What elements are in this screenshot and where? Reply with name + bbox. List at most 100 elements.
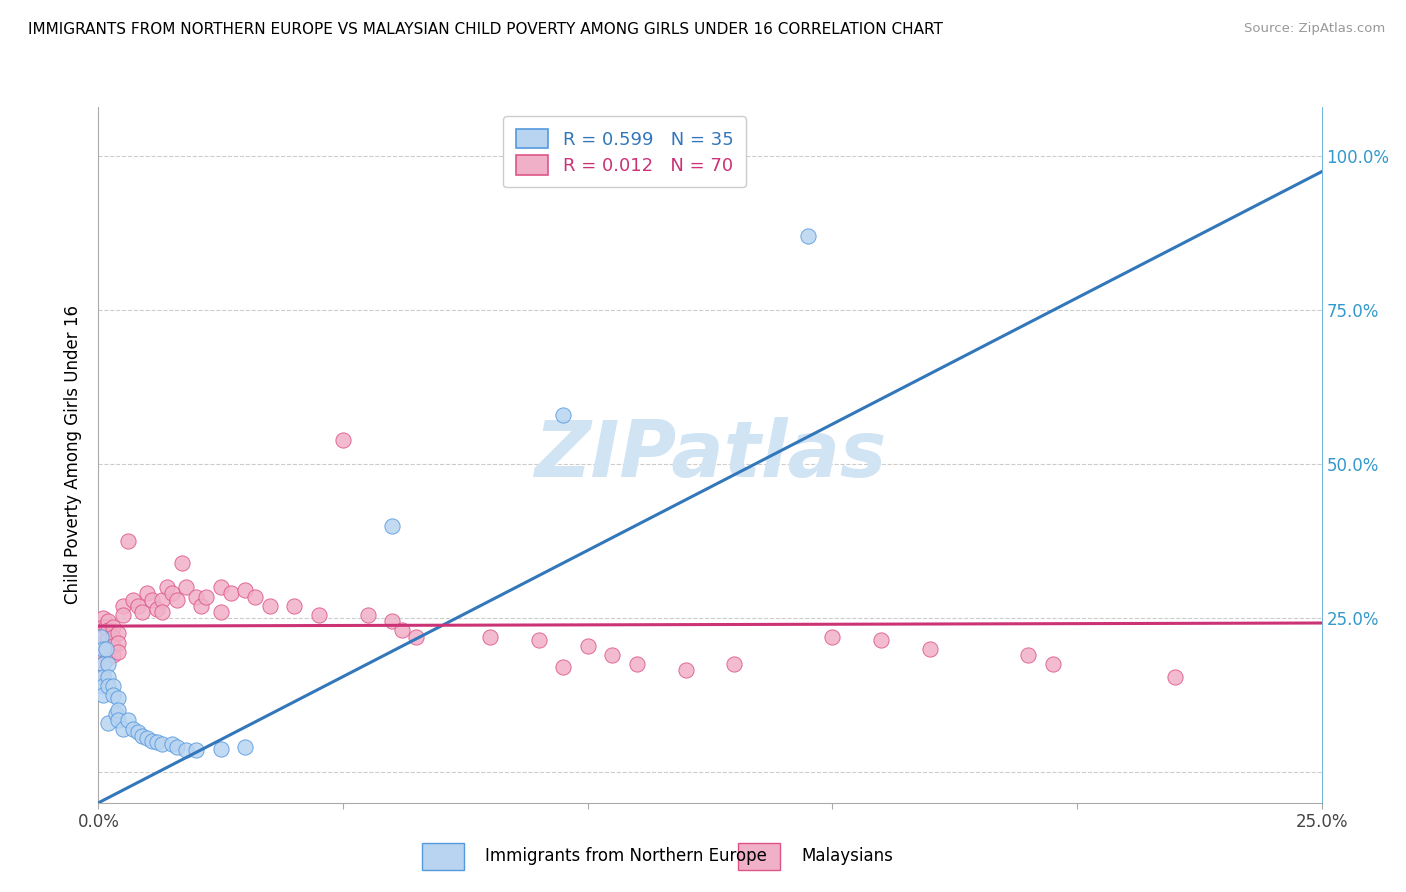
Point bbox=[209, 741, 232, 756]
Point bbox=[233, 583, 256, 598]
Point bbox=[527, 632, 550, 647]
Point bbox=[101, 688, 124, 702]
Text: Immigrants from Northern Europe: Immigrants from Northern Europe bbox=[485, 847, 766, 865]
Point bbox=[97, 624, 120, 638]
Point bbox=[97, 657, 120, 672]
Point bbox=[150, 605, 173, 619]
Point bbox=[101, 620, 124, 634]
Point bbox=[94, 632, 117, 647]
Point bbox=[160, 737, 183, 751]
Text: IMMIGRANTS FROM NORTHERN EUROPE VS MALAYSIAN CHILD POVERTY AMONG GIRLS UNDER 16 : IMMIGRANTS FROM NORTHERN EUROPE VS MALAY… bbox=[28, 22, 943, 37]
Point bbox=[259, 599, 281, 613]
Point bbox=[91, 666, 114, 681]
Point bbox=[91, 669, 114, 683]
Point bbox=[405, 630, 427, 644]
Point bbox=[107, 636, 129, 650]
Point bbox=[553, 660, 575, 674]
Point bbox=[1042, 657, 1064, 672]
Point bbox=[94, 641, 117, 656]
Point bbox=[111, 722, 134, 736]
Point bbox=[146, 602, 169, 616]
Text: ZIPatlas: ZIPatlas bbox=[534, 417, 886, 493]
Point bbox=[91, 657, 114, 672]
Point bbox=[356, 607, 378, 622]
Point bbox=[94, 620, 117, 634]
Bar bbox=[422, 843, 464, 870]
Point bbox=[1164, 669, 1187, 683]
Point bbox=[160, 586, 183, 600]
Point bbox=[1017, 648, 1039, 662]
Point bbox=[91, 641, 114, 656]
Point bbox=[870, 632, 893, 647]
Point bbox=[127, 599, 149, 613]
Point bbox=[156, 580, 179, 594]
Point bbox=[91, 679, 114, 693]
Legend: R = 0.599   N = 35, R = 0.012   N = 70: R = 0.599 N = 35, R = 0.012 N = 70 bbox=[503, 116, 747, 187]
Point bbox=[136, 731, 159, 746]
Point bbox=[91, 611, 114, 625]
Point bbox=[107, 645, 129, 659]
Point bbox=[91, 688, 114, 702]
Point bbox=[626, 657, 648, 672]
Point bbox=[91, 630, 114, 644]
Point bbox=[91, 620, 114, 634]
Text: Source: ZipAtlas.com: Source: ZipAtlas.com bbox=[1244, 22, 1385, 36]
Point bbox=[150, 592, 173, 607]
Point bbox=[478, 630, 501, 644]
Point bbox=[170, 556, 193, 570]
Point bbox=[381, 614, 404, 628]
Point bbox=[176, 743, 198, 757]
Point bbox=[101, 648, 124, 662]
Point bbox=[233, 740, 256, 755]
Point bbox=[97, 651, 120, 665]
Point bbox=[195, 590, 218, 604]
Point bbox=[97, 632, 120, 647]
Text: Malaysians: Malaysians bbox=[801, 847, 893, 865]
Point bbox=[381, 518, 404, 533]
Point bbox=[97, 669, 120, 683]
Point bbox=[107, 713, 129, 727]
Point bbox=[107, 626, 129, 640]
Point bbox=[209, 580, 232, 594]
Point bbox=[97, 715, 120, 730]
Point bbox=[131, 605, 153, 619]
Point bbox=[91, 648, 114, 662]
Point bbox=[101, 679, 124, 693]
Point bbox=[90, 630, 112, 644]
Point bbox=[186, 590, 208, 604]
Point bbox=[117, 534, 139, 549]
Point bbox=[186, 743, 208, 757]
Point bbox=[576, 639, 599, 653]
Point bbox=[97, 679, 120, 693]
Point bbox=[141, 734, 163, 748]
Point bbox=[675, 664, 697, 678]
Point bbox=[146, 735, 169, 749]
Point bbox=[723, 657, 745, 672]
Point bbox=[176, 580, 198, 594]
Point bbox=[190, 599, 212, 613]
Point bbox=[308, 607, 330, 622]
Point bbox=[219, 586, 242, 600]
Y-axis label: Child Poverty Among Girls Under 16: Child Poverty Among Girls Under 16 bbox=[65, 305, 83, 605]
Point bbox=[332, 433, 354, 447]
Point bbox=[150, 737, 173, 751]
Point bbox=[117, 713, 139, 727]
Point bbox=[283, 599, 305, 613]
Point bbox=[90, 630, 112, 644]
Point bbox=[920, 641, 942, 656]
Point bbox=[97, 614, 120, 628]
Point bbox=[243, 590, 266, 604]
Point bbox=[121, 722, 143, 736]
Point bbox=[90, 641, 112, 656]
Point bbox=[600, 648, 623, 662]
Point bbox=[209, 605, 232, 619]
Point bbox=[107, 691, 129, 706]
Point bbox=[127, 725, 149, 739]
Point bbox=[821, 630, 844, 644]
Point bbox=[107, 703, 129, 717]
Point bbox=[553, 408, 575, 422]
Point bbox=[97, 641, 120, 656]
Bar bbox=[738, 843, 780, 870]
Point bbox=[91, 639, 114, 653]
Point bbox=[166, 592, 188, 607]
